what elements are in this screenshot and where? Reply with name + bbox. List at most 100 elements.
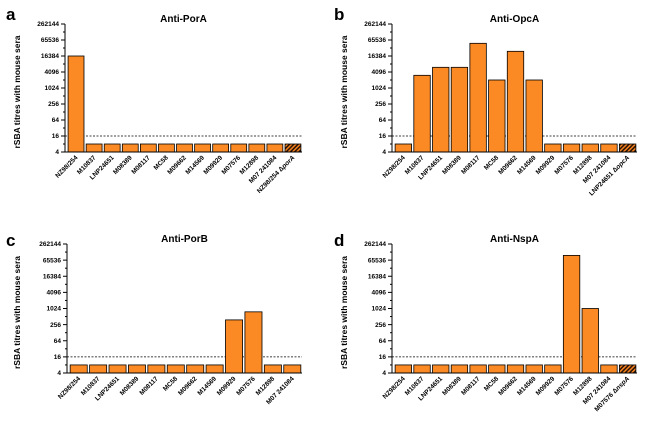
- x-tick-label: NZ98/254: [382, 375, 407, 400]
- y-tick-label: 65536: [368, 257, 386, 264]
- bar-m08117: [469, 364, 487, 374]
- panel-letter: c: [6, 231, 15, 250]
- bar-nz98-254-pora: [284, 143, 302, 153]
- bar-lnp24651: [103, 143, 121, 153]
- bar-lnp24651: [432, 364, 450, 374]
- y-tick-label: 4: [382, 370, 386, 377]
- x-tick-label: M14569: [516, 154, 538, 176]
- x-tick-label: M08117: [130, 154, 152, 176]
- bar-m08389: [450, 364, 469, 374]
- x-tick-label: M14569: [516, 375, 538, 397]
- bar-m07576-nspa: [619, 364, 637, 374]
- chart-title: Anti-PorA: [160, 14, 207, 25]
- bar-m10837: [413, 74, 431, 153]
- x-tick-label: M08389: [441, 154, 463, 176]
- x-tick-label: M09929: [216, 375, 238, 397]
- y-tick-label: 262144: [364, 241, 386, 248]
- bar-mc58: [488, 79, 506, 153]
- y-tick-label: 1024: [372, 306, 387, 313]
- y-tick-label: 16: [52, 133, 60, 140]
- bar-m12898: [248, 143, 266, 153]
- bar-m14569: [525, 79, 543, 153]
- y-tick-label: 16384: [368, 53, 386, 60]
- y-tick-label: 65536: [368, 37, 386, 44]
- bar-mc58: [166, 364, 185, 374]
- bar-m07-241084: [283, 364, 302, 374]
- y-tick-label: 65536: [43, 257, 61, 264]
- bar-m08389: [121, 143, 139, 153]
- bar-m10837: [85, 143, 103, 153]
- x-tick-label: MC58: [162, 375, 179, 392]
- bar-m07576: [230, 143, 248, 153]
- bar-m08117: [147, 364, 166, 374]
- y-tick-label: 64: [52, 117, 60, 124]
- bar-m09929: [212, 143, 230, 153]
- x-tick-label: MC58: [483, 154, 500, 171]
- chart-panel-a: a Anti-PorA rSBA titres with mouse sera NZ9…: [6, 5, 302, 195]
- x-tick-label: M09929: [535, 154, 557, 176]
- chart-title: Anti-OpcA: [490, 14, 539, 25]
- y-tick-label: 64: [54, 338, 62, 345]
- y-tick-label: 16384: [41, 53, 59, 60]
- bar-m12898: [263, 364, 282, 374]
- y-tick-label: 262144: [39, 241, 61, 248]
- bar-m08389: [128, 364, 146, 374]
- x-tick-label: M07576: [553, 154, 575, 176]
- bar-nz98-254: [69, 364, 88, 374]
- y-axis-label: rSBA titres with mouse sera: [339, 256, 349, 369]
- y-tick-label: 256: [375, 322, 386, 329]
- x-tick-label: M09662: [497, 154, 519, 176]
- x-tick-label: M08389: [119, 375, 141, 397]
- y-axis-label: rSBA titres with mouse sera: [12, 256, 22, 369]
- x-tick-label: M09929: [535, 375, 557, 397]
- x-tick-label: M08117: [460, 375, 482, 397]
- y-tick-label: 64: [379, 117, 387, 124]
- x-tick-label: M08117: [460, 154, 482, 176]
- y-tick-label: 256: [48, 101, 59, 108]
- y-tick-label: 4096: [372, 69, 387, 76]
- bar-m07576: [562, 143, 581, 153]
- chart-panel-d: d Anti-NspA rSBA titres with mouse sera NZ9…: [334, 231, 637, 413]
- chart-title: Anti-PorB: [161, 234, 208, 245]
- panel-letter: a: [6, 5, 16, 24]
- bar-m09662: [506, 364, 525, 374]
- y-axis-label: rSBA titres with mouse sera: [339, 35, 349, 148]
- y-tick-label: 16: [379, 133, 387, 140]
- bar-m09929: [544, 364, 562, 374]
- x-tick-label: M08389: [441, 375, 463, 397]
- x-tick-label: M07576: [235, 375, 257, 397]
- bar-m07576: [244, 311, 263, 374]
- chart-title: Anti-NspA: [490, 234, 539, 245]
- chart-panel-c: c Anti-PorB rSBA titres with mouse sera NZ9…: [6, 231, 302, 406]
- bar-m09929: [225, 319, 243, 374]
- bar-mc58: [488, 364, 506, 374]
- bar-m14569: [525, 364, 543, 374]
- y-tick-label: 4: [57, 370, 61, 377]
- y-tick-label: 1024: [45, 85, 60, 92]
- x-tick-label: M07576 ΔnspA: [593, 375, 631, 413]
- y-tick-label: 4: [55, 149, 59, 156]
- bar-m09929: [544, 143, 562, 153]
- y-tick-label: 1024: [47, 306, 62, 313]
- y-tick-label: 16: [54, 354, 62, 361]
- bar-m10837: [413, 364, 431, 374]
- x-tick-label: M14569: [196, 375, 218, 397]
- bar-m09662: [176, 143, 193, 153]
- bar-m12898: [581, 308, 599, 374]
- x-tick-label: MC58: [483, 375, 500, 392]
- y-tick-label: 4096: [47, 290, 62, 297]
- x-tick-label: NZ98/254: [54, 154, 79, 179]
- bar-m14569: [205, 364, 224, 374]
- bar-m07-241084: [266, 143, 284, 153]
- y-tick-label: 16: [379, 354, 387, 361]
- bar-m14569: [194, 143, 211, 153]
- bar-m10837: [89, 364, 108, 374]
- y-tick-label: 16384: [368, 273, 386, 280]
- x-tick-label: M08117: [138, 375, 160, 397]
- bar-nz98-254: [394, 364, 412, 374]
- x-tick-label: M08389: [112, 154, 134, 176]
- y-axis-label: rSBA titres with mouse sera: [12, 35, 22, 148]
- y-tick-label: 262144: [364, 21, 386, 28]
- bar-m08117: [469, 42, 487, 153]
